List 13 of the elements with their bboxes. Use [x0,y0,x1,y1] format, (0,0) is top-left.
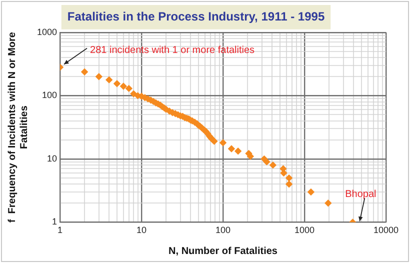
x-tick-label: 10 [136,225,147,236]
y-tick-label: 1000 [36,26,58,37]
annotation: Bhopal [345,188,376,200]
x-tick-label: 10000 [373,225,399,236]
x-tick-label: 100 [215,225,231,236]
annotation: 281 incidents with 1 or more fatalities [90,45,255,56]
y-tick-label: 10 [47,153,58,164]
x-tick-label: 1000 [294,225,315,236]
x-axis-title: N, Number of Fatalities [168,246,278,257]
y-axis-title: f Frequency of Incidents with N or More Fatalities [6,32,30,223]
y-tick-label: 100 [42,90,58,100]
y-tick-label: 1 [52,216,58,227]
chart-title: Fatalities in the Process Industry, 1911 - 1995 [67,10,325,24]
